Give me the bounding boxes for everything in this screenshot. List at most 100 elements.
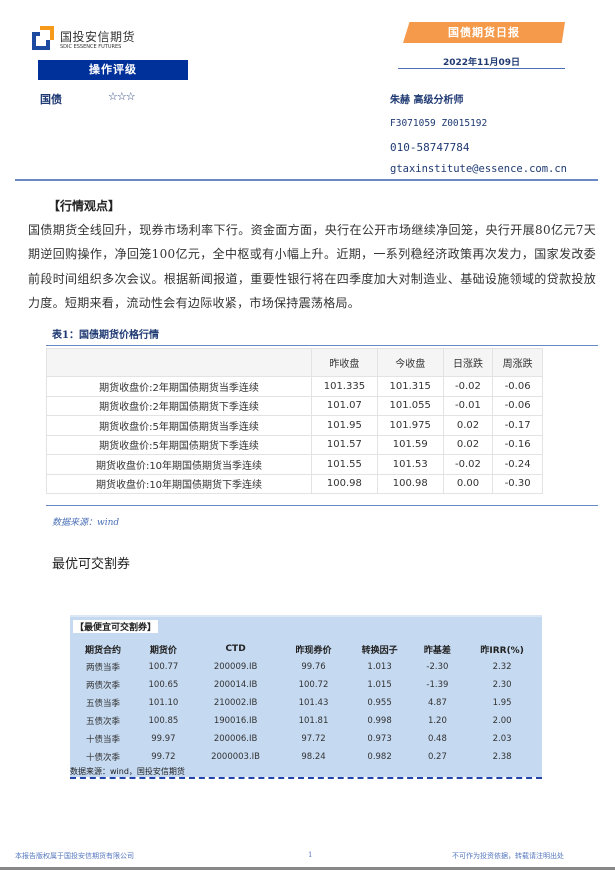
table-cell: 101.55: [311, 454, 378, 475]
company-logo: 国投安信期货 SDIC ESSENCE FUTURES: [32, 24, 142, 54]
table-cell: 五债次季: [86, 717, 121, 727]
table-cell: -0.24: [492, 454, 543, 475]
table-row: 期货收盘价:10年期国债期货下季连续 100.98 100.98 0.00 -0.30: [46, 473, 543, 494]
ctd-heading: 最优可交割券: [52, 557, 131, 572]
divider: [46, 345, 598, 346]
table-cell: 101.59: [376, 434, 444, 455]
table-cell: 101.81: [298, 716, 329, 726]
phone-number: 010-58747784: [390, 141, 470, 154]
table-cell: 100.98: [311, 473, 378, 494]
table-cell: 五债当季: [86, 699, 121, 709]
table-cell: 期货收盘价:5年期国债期货当季连续: [46, 415, 312, 436]
table-cell: 190016.IB: [213, 716, 258, 726]
ctd-data-source: 数据来源：wind，国投安信期货: [70, 767, 185, 776]
table-cell: 101.335: [311, 376, 378, 397]
table-row: 十债次季 99.72 2000003.IB 98.24 0.982 0.27 2.38: [70, 748, 542, 766]
table-cell: 1.013: [367, 662, 392, 672]
table-cell: 100.85: [148, 716, 179, 726]
table-cell: 4.87: [427, 698, 447, 708]
footer-copyright: 本报告版权属于国投安信期货有限公司: [15, 852, 134, 860]
header-cell: 昨现券价: [295, 645, 332, 656]
table-cell: -2.30: [426, 662, 449, 672]
table-row: 两债次季 100.65 200014.IB 100.72 1.015 -1.39 2.30: [70, 676, 542, 694]
table-cell: -0.06: [492, 376, 543, 397]
ctd-table: 期货合约 期货价 CTD 昨现券价 转换因子 昨基差 昨IRR(%) 两债当季 1…: [70, 640, 542, 766]
table-cell: 0.998: [367, 716, 392, 726]
header-cell: 昨基差: [423, 645, 451, 656]
table-cell: 0.973: [367, 734, 392, 744]
license-number: F3071059 Z0015192: [390, 118, 488, 129]
table-cell: 期货收盘价:2年期国债期货下季连续: [46, 395, 312, 416]
table-cell: 1.20: [427, 716, 447, 726]
header-cell: [46, 348, 312, 377]
table-row: 两债当季 100.77 200009.IB 99.76 1.013 -2.30 2.32: [70, 658, 542, 676]
report-type-banner: 国债期货日报: [403, 22, 565, 43]
divider: [46, 505, 598, 506]
logo-mark-icon: [32, 26, 54, 50]
table-cell: 98.24: [301, 752, 326, 762]
market-view-paragraph: 国债期货全线回升，现券市场利率下行。资金面方面，央行在公开市场继续净回笼，央行开…: [28, 223, 596, 310]
futures-price-table: 昨收盘 今收盘 日涨跌 周涨跌 期货收盘价:2年期国债期货当季连续 101.335…: [46, 348, 543, 494]
header-cell: 日涨跌: [442, 348, 494, 377]
email-link[interactable]: gtaxinstitute@essence.com.cn: [390, 163, 568, 175]
section-title: 【行情观点】: [48, 199, 121, 213]
table-cell: 100.98: [376, 473, 444, 494]
table-row: 期货收盘价:5年期国债期货当季连续 101.95 101.975 0.02 -0.17: [46, 415, 543, 436]
table-cell: 101.10: [148, 698, 179, 708]
logo-text-cn: 国投安信期货: [60, 30, 136, 44]
table-cell: 101.95: [311, 415, 378, 436]
table-cell: 101.53: [376, 454, 444, 475]
table-cell: 1.015: [367, 680, 392, 690]
table-cell: 100.77: [148, 662, 179, 672]
table-row: 十债当季 99.97 200006.IB 97.72 0.973 0.48 2.03: [70, 730, 542, 748]
footer-disclaimer: 不可作为投资依据，转载请注明出处: [452, 852, 564, 860]
ctd-table-title: 【最便宜可交割券】: [73, 620, 159, 633]
table-cell: -0.02: [442, 376, 494, 397]
header-cell: 转换因子: [361, 645, 398, 656]
table-cell: 十债当季: [86, 735, 121, 745]
ctd-table-image: 【最便宜可交割券】 期货合约 期货价 CTD 昨现券价 转换因子 昨基差 昨IR…: [70, 615, 542, 779]
header-cell: 期货价: [149, 645, 177, 656]
table-cell: 200006.IB: [213, 734, 258, 744]
table-cell: -0.02: [442, 454, 494, 475]
table-cell: 0.02: [442, 434, 494, 455]
divider: [398, 68, 565, 69]
table-cell: -0.30: [492, 473, 543, 494]
table-cell: 2.38: [492, 752, 512, 762]
star-rating: ☆☆☆: [108, 90, 136, 103]
table-cell: -0.01: [442, 395, 494, 416]
table-cell: 97.72: [301, 734, 326, 744]
header-divider: [15, 179, 598, 181]
report-date: 2022年11月09日: [442, 58, 521, 68]
table-row: 期货收盘价:5年期国债期货下季连续 101.57 101.59 0.02 -0.16: [46, 434, 543, 455]
header-cell: 期货合约: [85, 645, 122, 656]
header-cell: 昨收盘: [311, 348, 378, 377]
table-cell: 100.65: [148, 680, 179, 690]
footer-divider: [0, 867, 615, 870]
rating-label: 操作评级: [38, 60, 188, 80]
table-cell: 101.315: [376, 376, 444, 397]
header-cell: 昨IRR(%): [480, 645, 524, 656]
table-header-row: 期货合约 期货价 CTD 昨现券价 转换因子 昨基差 昨IRR(%): [70, 640, 542, 658]
table-cell: 2.00: [492, 716, 512, 726]
table-cell: 210002.IB: [213, 698, 258, 708]
table-cell: 101.975: [376, 415, 444, 436]
table-cell: 101.43: [298, 698, 329, 708]
page-number: 1: [308, 851, 313, 859]
table-cell: 2.30: [492, 680, 512, 690]
table-cell: 2.03: [492, 734, 512, 744]
header-cell: 今收盘: [376, 348, 444, 377]
table-cell: 101.07: [311, 395, 378, 416]
table-cell: -1.39: [426, 680, 449, 690]
table-row: 五债次季 100.85 190016.IB 101.81 0.998 1.20 2.00: [70, 712, 542, 730]
table-cell: 99.76: [301, 662, 326, 672]
logo-text-en: SDIC ESSENCE FUTURES: [60, 44, 122, 50]
table-cell: 0.02: [442, 415, 494, 436]
table-cell: 99.72: [151, 752, 176, 762]
table-cell: 期货收盘价:10年期国债期货下季连续: [46, 473, 312, 494]
table-cell: 100.72: [298, 680, 329, 690]
dashed-divider: [70, 777, 542, 779]
table-cell: 0.48: [427, 734, 447, 744]
table-row: 期货收盘价:2年期国债期货下季连续 101.07 101.055 -0.01 -0.06: [46, 395, 543, 416]
table-row: 期货收盘价:10年期国债期货当季连续 101.55 101.53 -0.02 -0.24: [46, 454, 543, 475]
